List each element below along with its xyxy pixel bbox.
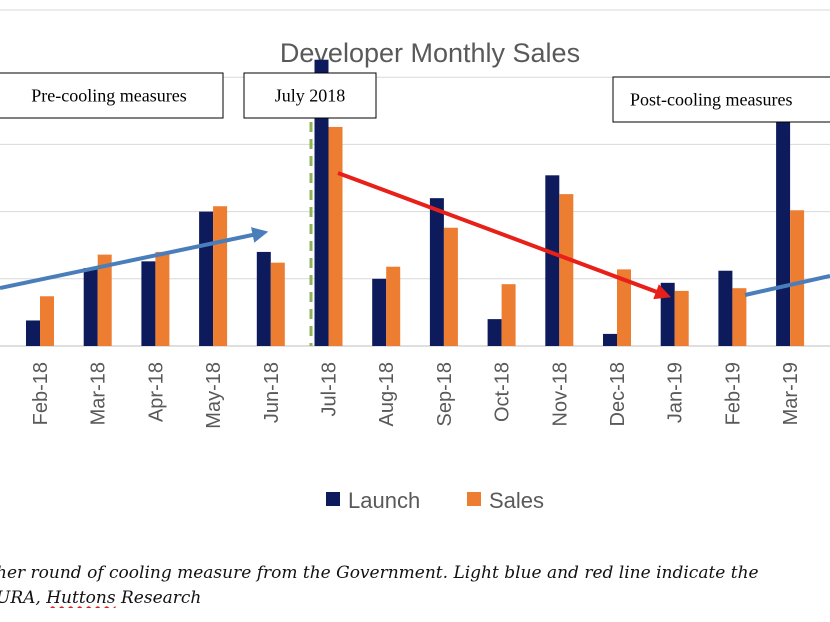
- bar-sales-sep-18: [443, 227, 458, 346]
- pre-cooling-trend-arrow: [0, 227, 269, 290]
- bar-sales-jan-19: [674, 290, 689, 346]
- x-tick-label: Dec-18: [607, 362, 629, 426]
- x-tick-label: Feb-19: [722, 362, 744, 425]
- x-tick-label: May-18: [203, 362, 225, 429]
- x-tick-label: Sep-18: [434, 362, 456, 427]
- bar-launch-feb-19: [718, 270, 733, 346]
- bar-sales-feb-19: [732, 288, 747, 346]
- bar-launch-apr-18: [141, 261, 156, 346]
- x-tick-label: Aug-18: [376, 362, 398, 427]
- post-july-trend-arrow: [337, 171, 671, 300]
- x-tick-label: Oct-18: [492, 362, 514, 422]
- bar-launch-mar-19: [776, 114, 791, 346]
- x-tick-labels: Feb-18 Mar-18 Apr-18 May-18 Jun-18 Jul-18 Aug-…: [30, 362, 802, 429]
- legend: Launch Sales: [326, 488, 544, 513]
- x-tick-label: Feb-18: [30, 362, 52, 425]
- bar-sales-mar-19: [790, 210, 805, 346]
- caption-line-2: URA, Huttons Research: [0, 588, 826, 608]
- x-tick-label: Jul-18: [319, 362, 341, 416]
- legend-swatch-launch: [326, 492, 340, 506]
- bar-sales-mar-18: [97, 254, 112, 346]
- post-cooling-annotation-label: Post-cooling measures: [630, 90, 792, 110]
- caption-line-2-underlined: Huttons: [46, 588, 116, 608]
- x-tick-label: Jan-19: [665, 362, 687, 423]
- bar-launch-oct-18: [487, 319, 502, 346]
- bar-launch-may-18: [199, 211, 214, 346]
- legend-label-launch: Launch: [348, 488, 420, 513]
- chart-title: Developer Monthly Sales: [280, 38, 580, 68]
- legend-label-sales: Sales: [489, 488, 544, 513]
- x-tick-label: Jun-18: [261, 362, 283, 423]
- bar-launch-feb-18: [26, 320, 40, 346]
- bar-launch-nov-18: [545, 175, 560, 346]
- bar-sales-jul-18: [328, 126, 343, 346]
- bar-launch-mar-18: [83, 268, 98, 346]
- july-2018-annotation-label: July 2018: [275, 86, 346, 106]
- bar-sales-aug-18: [386, 266, 401, 346]
- bar-launch-sep-18: [429, 198, 444, 346]
- pre-cooling-annotation-box: [0, 72, 224, 119]
- bar-launch-dec-18: [603, 333, 617, 346]
- caption-line-2-suffix: Research: [115, 588, 202, 608]
- bar-launch-jul-18: [314, 59, 329, 347]
- bar-launch-jun-18: [256, 251, 271, 346]
- bar-sales-may-18: [213, 206, 228, 346]
- bar-sales-oct-18: [501, 284, 516, 346]
- caption-line-1: her round of cooling measure from the Go…: [0, 563, 759, 583]
- bar-sales-apr-18: [155, 251, 170, 346]
- legend-swatch-sales: [467, 492, 481, 506]
- x-tick-label: Mar-18: [88, 362, 110, 425]
- x-tick-label: Apr-18: [145, 362, 167, 422]
- post-cooling-trend-arrow: [744, 274, 830, 297]
- bar-sales-jun-18: [270, 262, 285, 346]
- caption-line-2-prefix: URA,: [0, 588, 47, 608]
- bar-launch-aug-18: [372, 278, 387, 346]
- bar-sales-nov-18: [559, 194, 574, 346]
- post-cooling-annotation-box: [612, 76, 830, 123]
- pre-cooling-annotation-label: Pre-cooling measures: [31, 86, 186, 106]
- annotations: Pre-cooling measures July 2018 Post-coolin…: [0, 72, 830, 346]
- x-tick-label: Mar-19: [780, 362, 802, 425]
- bar-sales-feb-18: [40, 296, 54, 346]
- bar-sales-dec-18: [617, 269, 631, 346]
- july-2018-annotation-box: [243, 72, 377, 119]
- x-tick-label: Nov-18: [549, 362, 571, 426]
